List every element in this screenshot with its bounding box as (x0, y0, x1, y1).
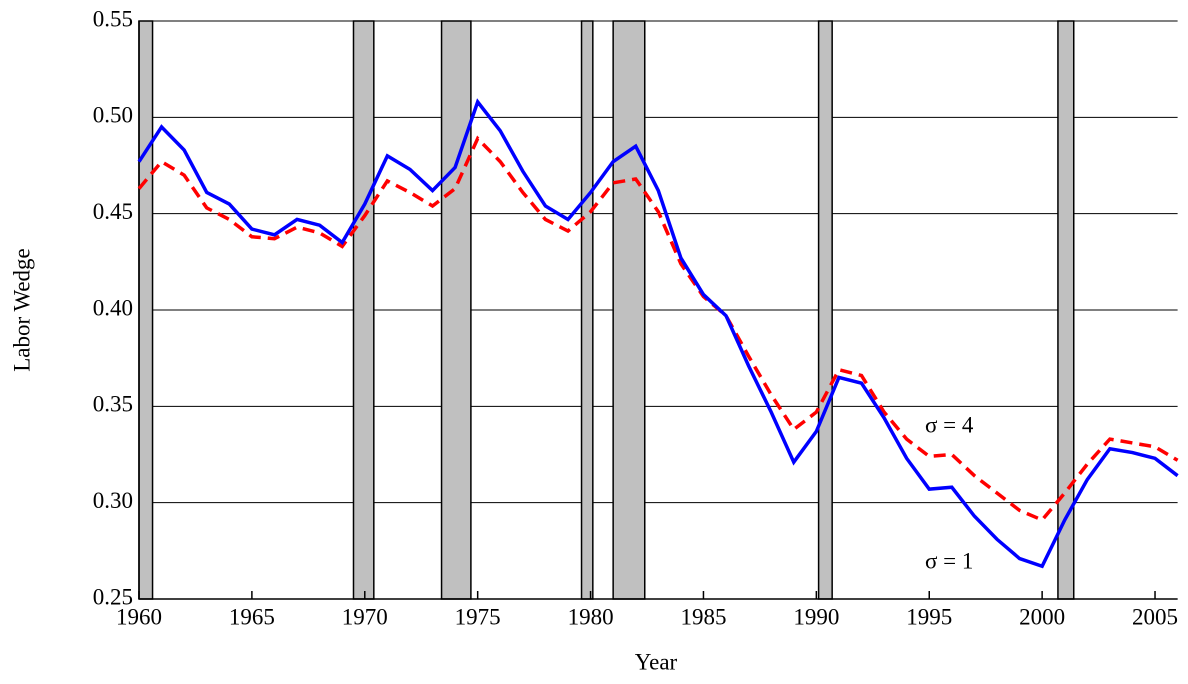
y-tick-label: 0.30 (93, 488, 133, 513)
x-tick-label: 2000 (1019, 604, 1065, 629)
recession-band (138, 20, 154, 600)
recession-band (440, 20, 472, 600)
x-axis-label: Year (635, 649, 678, 674)
y-tick-label: 0.50 (93, 103, 133, 128)
x-tick-label: 1985 (680, 604, 726, 629)
series-line (137, 98, 1179, 569)
x-tick-label: 1990 (793, 604, 839, 629)
x-tick-label: 1960 (116, 604, 162, 629)
recession-band (352, 20, 375, 600)
recession-band (817, 20, 833, 600)
y-tick-label: 0.55 (93, 6, 133, 31)
y-tick-label: 0.40 (93, 295, 133, 320)
series-line (137, 135, 1179, 523)
recession-band (580, 20, 594, 600)
series-label: σ = 4 (925, 412, 974, 437)
y-tick-label: 0.25 (93, 584, 133, 609)
x-tick-label: 1975 (455, 604, 501, 629)
recession-band (612, 20, 646, 600)
x-tick-label: 1970 (342, 604, 388, 629)
series-label: σ = 1 (925, 548, 973, 573)
y-tick-label: 0.45 (93, 199, 133, 224)
recession-band (1057, 20, 1075, 600)
x-tick-label: 2005 (1132, 604, 1178, 629)
y-axis-label: Labor Wedge (9, 248, 34, 372)
y-tick-label: 0.35 (93, 392, 133, 417)
x-tick-label: 1995 (906, 604, 952, 629)
x-tick-label: 1980 (568, 604, 614, 629)
x-tick-label: 1965 (229, 604, 275, 629)
